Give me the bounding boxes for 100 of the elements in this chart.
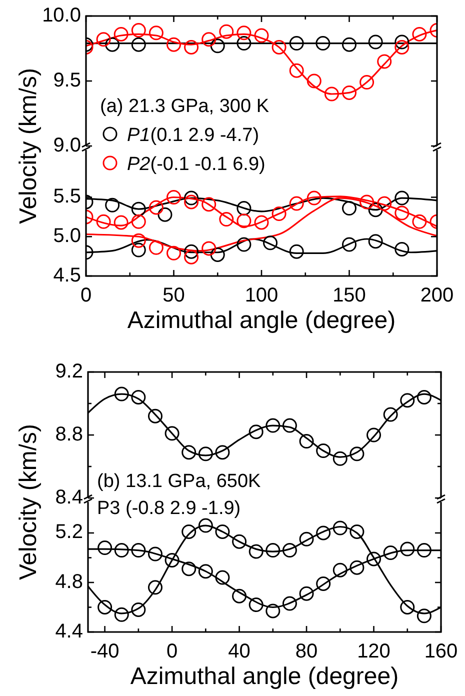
point [266, 604, 280, 618]
point [198, 446, 213, 462]
y-tick-label: 10.0 [42, 4, 81, 26]
point [342, 201, 356, 216]
point [202, 32, 216, 47]
point [272, 206, 286, 222]
legend-label: P1(0.1 2.9 -4.7) [127, 125, 260, 146]
x-axis-title: Azimuthal angle (degree) [127, 307, 396, 334]
point [282, 596, 297, 611]
point [299, 586, 314, 601]
y-tick-label: 4.4 [55, 620, 83, 642]
x-tick-label: 0 [80, 284, 92, 306]
point [182, 562, 196, 576]
point [164, 552, 180, 568]
point [342, 85, 356, 100]
point [164, 426, 180, 441]
point [148, 546, 162, 562]
point [416, 608, 432, 624]
point [131, 202, 146, 216]
point [131, 214, 146, 229]
point [324, 86, 339, 102]
point [350, 524, 364, 539]
point [299, 532, 314, 546]
point [131, 390, 146, 404]
point [166, 246, 181, 260]
point [131, 23, 146, 38]
point [394, 206, 410, 220]
x-tick-label: 120 [357, 640, 390, 662]
point [248, 598, 264, 612]
point [394, 40, 410, 54]
point [368, 234, 383, 249]
point [332, 451, 348, 466]
y-axis-title: Velocity (km/s) [15, 424, 42, 580]
x-tick-label: 150 [332, 284, 366, 306]
point [184, 40, 199, 54]
point [232, 534, 247, 549]
point [98, 600, 112, 614]
y-tick-label: 5.2 [55, 521, 83, 544]
point [236, 36, 252, 51]
point [400, 542, 415, 556]
point [215, 445, 230, 460]
point [182, 524, 196, 539]
point [148, 26, 164, 40]
point [254, 28, 269, 43]
point [383, 546, 398, 560]
point [148, 200, 164, 215]
point [400, 600, 415, 614]
point [131, 242, 146, 258]
point [148, 240, 164, 255]
point [282, 418, 297, 433]
x-tick-label: 80 [295, 640, 318, 662]
y-tick-label: 4.8 [55, 570, 83, 593]
point [182, 445, 196, 460]
point [148, 408, 162, 424]
point [184, 250, 199, 264]
point [316, 444, 331, 458]
point [316, 576, 331, 591]
point [96, 214, 111, 229]
y-tick-label: 9.2 [55, 360, 83, 382]
point [377, 54, 392, 69]
y-tick-label: 5.0 [53, 224, 81, 247]
point [114, 386, 129, 402]
x-tick-label: -40 [90, 640, 120, 662]
point [236, 26, 252, 40]
x-tick-label: 200 [420, 284, 454, 306]
point [232, 588, 247, 604]
point [166, 190, 181, 204]
y-tick-label: 5.5 [53, 186, 81, 208]
point [198, 518, 213, 533]
point [266, 543, 280, 558]
point [105, 37, 120, 52]
point [342, 37, 356, 52]
point [184, 244, 199, 259]
point [114, 543, 129, 558]
point [360, 194, 374, 210]
y-tick-label: 8.8 [55, 423, 83, 446]
point [202, 197, 216, 212]
point [383, 407, 398, 422]
point [266, 418, 280, 433]
point [306, 190, 322, 206]
point [236, 201, 252, 216]
point [316, 36, 330, 51]
y-tick-label: 8.4 [55, 486, 83, 508]
point [342, 237, 356, 252]
point [96, 32, 111, 47]
point [332, 562, 348, 578]
point [368, 34, 383, 50]
point [198, 564, 213, 579]
point [289, 63, 304, 78]
point [394, 242, 410, 256]
point [131, 233, 146, 248]
point [131, 37, 146, 52]
x-tick-label: 0 [166, 640, 178, 662]
point [248, 544, 264, 559]
x-tick-label: 50 [162, 284, 185, 306]
point [210, 38, 225, 54]
point [236, 237, 252, 252]
point [184, 190, 199, 206]
point [272, 40, 286, 54]
x-tick-label: 160 [424, 640, 458, 662]
